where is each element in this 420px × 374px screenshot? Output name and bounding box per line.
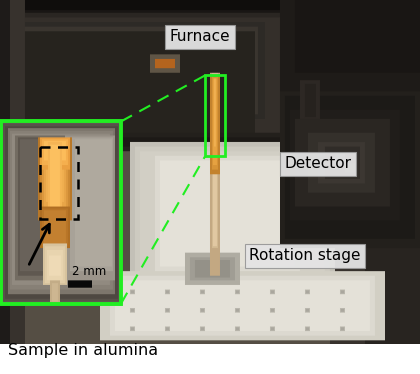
Bar — [205, 76, 225, 156]
Bar — [1, 122, 121, 304]
Text: Furnace: Furnace — [170, 29, 230, 44]
Text: Rotation stage: Rotation stage — [249, 248, 361, 263]
Text: 2 mm: 2 mm — [72, 265, 106, 278]
Text: Detector: Detector — [284, 156, 352, 171]
Text: Sample in alumina: Sample in alumina — [8, 343, 158, 358]
Bar — [40, 147, 78, 219]
